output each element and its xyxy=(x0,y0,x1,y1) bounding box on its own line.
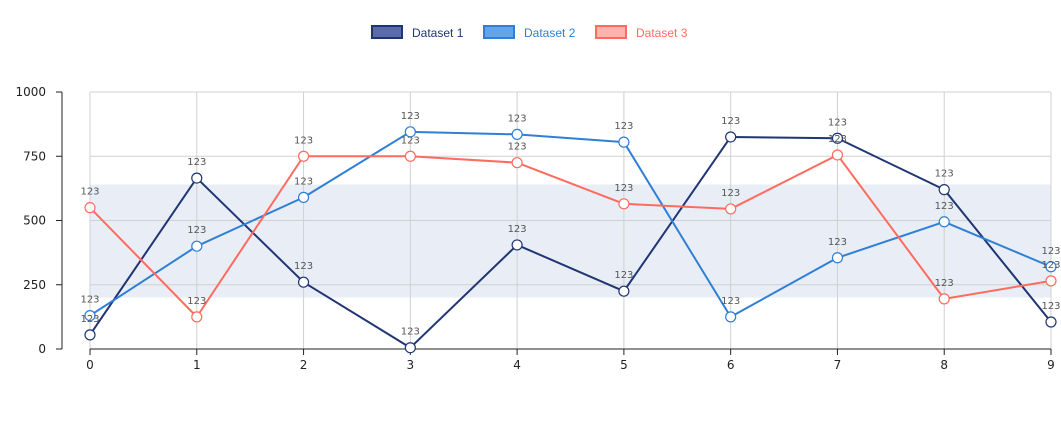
legend-swatch xyxy=(483,25,515,39)
legend-label: Dataset 1 xyxy=(412,26,464,40)
data-label: 123 xyxy=(187,157,206,168)
x-tick-label: 4 xyxy=(513,358,521,372)
data-point xyxy=(725,131,737,143)
x-tick-label: 1 xyxy=(193,358,201,372)
data-point xyxy=(831,252,844,264)
data-point xyxy=(297,276,310,288)
data-label: 123 xyxy=(828,117,847,128)
data-label: 123 xyxy=(1041,301,1060,312)
data-point xyxy=(938,293,950,305)
legend-label: Dataset 2 xyxy=(524,26,576,40)
data-label: 123 xyxy=(1041,246,1060,257)
data-label: 123 xyxy=(294,135,313,146)
data-label: 123 xyxy=(508,224,527,235)
data-point xyxy=(84,202,96,214)
data-point xyxy=(84,329,96,341)
data-label: 123 xyxy=(80,295,99,306)
data-label: 123 xyxy=(80,187,99,198)
x-tick-label: 6 xyxy=(727,358,735,372)
data-labels-layer: 123 123 123 123 123 123 123 123 123 123 123 123 123 1… xyxy=(80,111,1060,338)
y-tick-label: 500 xyxy=(23,214,46,228)
data-label: 123 xyxy=(935,278,954,289)
data-point xyxy=(511,157,523,169)
data-label: 123 xyxy=(721,188,740,199)
data-point xyxy=(725,203,737,215)
legend: Dataset 1 Dataset 2 Dataset 3 xyxy=(371,25,688,40)
series-line xyxy=(89,135,1052,349)
data-point xyxy=(84,309,96,322)
points-layer xyxy=(84,126,1057,354)
data-point xyxy=(191,311,203,323)
series-line xyxy=(89,130,1052,318)
data-label: 123 xyxy=(935,201,954,212)
y-tick-label: 250 xyxy=(23,278,46,292)
lines-layer xyxy=(89,130,1052,349)
data-point xyxy=(831,132,844,144)
data-point xyxy=(1045,316,1057,328)
data-point xyxy=(511,128,523,141)
data-label: 123 xyxy=(294,261,313,272)
data-point xyxy=(1045,275,1057,287)
legend-swatch xyxy=(371,25,403,39)
data-label: 123 xyxy=(1041,260,1060,271)
data-label: 123 xyxy=(828,237,847,248)
grid-layer xyxy=(89,91,1052,350)
highlight-band xyxy=(90,184,1051,298)
data-label: 123 xyxy=(614,183,633,194)
data-point xyxy=(511,239,523,251)
data-label: 123 xyxy=(721,116,740,127)
data-point xyxy=(191,172,203,184)
data-label: 123 xyxy=(401,327,420,338)
x-tick-label: 0 xyxy=(86,358,94,372)
x-tick-label: 9 xyxy=(1047,358,1055,372)
data-label: 123 xyxy=(828,134,847,145)
data-point xyxy=(938,184,950,196)
data-label: 123 xyxy=(401,111,420,122)
data-label: 123 xyxy=(935,169,954,180)
data-label: 123 xyxy=(187,296,206,307)
data-point xyxy=(297,191,310,203)
x-tick-label: 7 xyxy=(834,358,842,372)
data-point xyxy=(831,149,844,161)
data-point xyxy=(938,216,950,228)
y-tick-label: 750 xyxy=(23,149,46,163)
data-point xyxy=(404,150,416,162)
data-label: 123 xyxy=(401,135,420,146)
legend-label: Dataset 3 xyxy=(636,26,688,40)
series-line xyxy=(89,153,1052,318)
data-point xyxy=(404,342,416,354)
x-tick-label: 5 xyxy=(620,358,628,372)
data-label: 123 xyxy=(721,296,740,307)
data-point xyxy=(404,126,416,138)
data-label: 123 xyxy=(508,142,527,153)
data-label: 123 xyxy=(294,176,313,187)
data-label: 123 xyxy=(614,270,633,281)
y-tick-label: 0 xyxy=(38,342,46,356)
x-tick-label: 2 xyxy=(300,358,308,372)
highlight-band-layer xyxy=(90,184,1051,298)
data-point xyxy=(191,240,203,252)
data-label: 123 xyxy=(80,314,99,325)
data-label: 123 xyxy=(614,121,633,132)
x-tick-label: 8 xyxy=(940,358,948,372)
data-point xyxy=(297,150,310,162)
data-label: 123 xyxy=(187,225,206,236)
x-tick-label: 3 xyxy=(407,358,415,372)
y-tick-label: 1000 xyxy=(15,85,46,99)
data-point xyxy=(618,285,630,297)
data-point xyxy=(618,136,630,148)
data-label: 123 xyxy=(508,113,527,124)
legend-swatch xyxy=(595,25,627,39)
data-point xyxy=(1045,261,1057,273)
data-point xyxy=(725,311,737,323)
data-point xyxy=(618,198,630,210)
